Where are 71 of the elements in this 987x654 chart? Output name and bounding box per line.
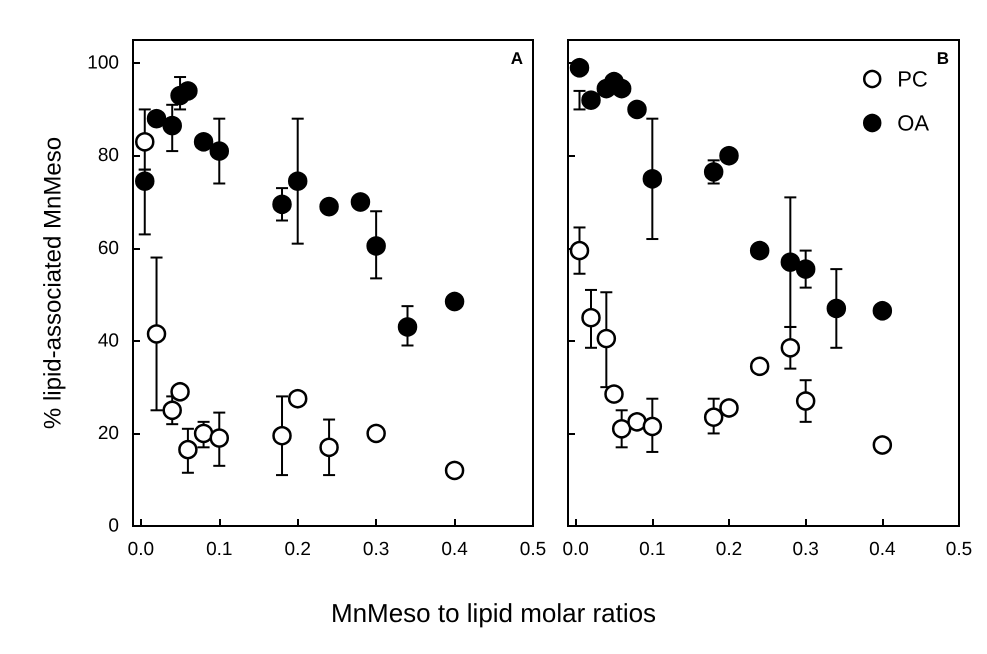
point — [366, 236, 386, 256]
point — [627, 100, 647, 120]
point — [444, 460, 464, 480]
point — [780, 252, 800, 272]
y-tick-label: 20 — [98, 422, 119, 444]
point — [570, 58, 590, 78]
point — [719, 146, 739, 166]
y-tick-label: 60 — [98, 238, 119, 259]
point — [642, 416, 662, 436]
x-tick-label: 0.5 — [946, 539, 972, 560]
legend-label: OA — [897, 110, 930, 136]
point — [146, 324, 166, 344]
point — [704, 407, 724, 427]
point — [319, 196, 339, 216]
x-tick-label: 0.0 — [562, 539, 589, 560]
point — [612, 419, 632, 439]
point — [780, 338, 800, 358]
point — [796, 259, 816, 279]
point — [719, 398, 739, 418]
point — [796, 391, 816, 411]
legend-label: PC — [897, 66, 928, 92]
y-tick-label: 0 — [108, 516, 119, 536]
point — [444, 292, 464, 312]
point — [581, 308, 601, 328]
point — [398, 317, 418, 337]
point — [135, 171, 155, 191]
point — [750, 240, 770, 260]
x-tick-label: 0.2 — [716, 539, 742, 560]
x-tick-label: 0.4 — [869, 539, 896, 560]
point — [288, 388, 308, 408]
point — [627, 412, 647, 432]
y-axis-title: % lipid-associated MnMeso — [40, 136, 66, 430]
annotation: A — [510, 49, 524, 68]
point — [288, 171, 308, 191]
x-tick-label: 0.1 — [639, 539, 666, 560]
point — [170, 382, 190, 402]
point — [272, 194, 292, 214]
point — [272, 426, 292, 446]
point — [581, 90, 601, 110]
point — [350, 192, 370, 212]
point — [872, 301, 892, 321]
point — [135, 132, 155, 152]
x-axis-title: MnMeso to lipid molar ratios — [330, 598, 658, 629]
x-tick-label: 0.1 — [206, 539, 232, 560]
point — [178, 440, 198, 460]
point — [604, 384, 624, 404]
point — [210, 428, 230, 448]
x-tick-label: 0.5 — [520, 539, 546, 560]
y-tick-label: 40 — [98, 330, 119, 352]
point — [194, 424, 214, 444]
x-tick-label: 0.4 — [441, 539, 468, 560]
point — [319, 438, 339, 458]
annotation: B — [936, 49, 950, 68]
point — [750, 356, 770, 376]
x-tick-label: 0.3 — [792, 539, 819, 560]
point — [596, 328, 616, 348]
point — [826, 298, 846, 318]
point — [210, 141, 230, 161]
point — [366, 424, 386, 444]
point — [570, 240, 590, 260]
point — [146, 108, 166, 128]
point — [162, 400, 182, 420]
y-tick-label: 100 — [87, 52, 119, 74]
x-tick-label: 0.0 — [128, 539, 154, 560]
x-tick-label: 0.3 — [362, 539, 390, 560]
y-tick-label: 80 — [98, 145, 119, 166]
point — [872, 435, 892, 455]
x-tick-label: 0.2 — [284, 539, 311, 560]
point — [194, 132, 214, 152]
point — [162, 116, 182, 136]
point — [642, 169, 662, 189]
